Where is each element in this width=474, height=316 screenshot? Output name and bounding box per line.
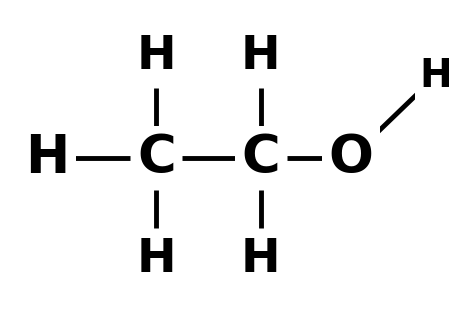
Text: O: O <box>328 132 373 184</box>
Text: H: H <box>241 34 281 79</box>
Text: C: C <box>137 132 176 184</box>
Text: H: H <box>241 237 281 282</box>
Text: H: H <box>420 57 452 95</box>
Text: C: C <box>241 132 280 184</box>
Text: H: H <box>137 34 176 79</box>
Text: H: H <box>137 237 176 282</box>
Text: H: H <box>25 132 70 184</box>
